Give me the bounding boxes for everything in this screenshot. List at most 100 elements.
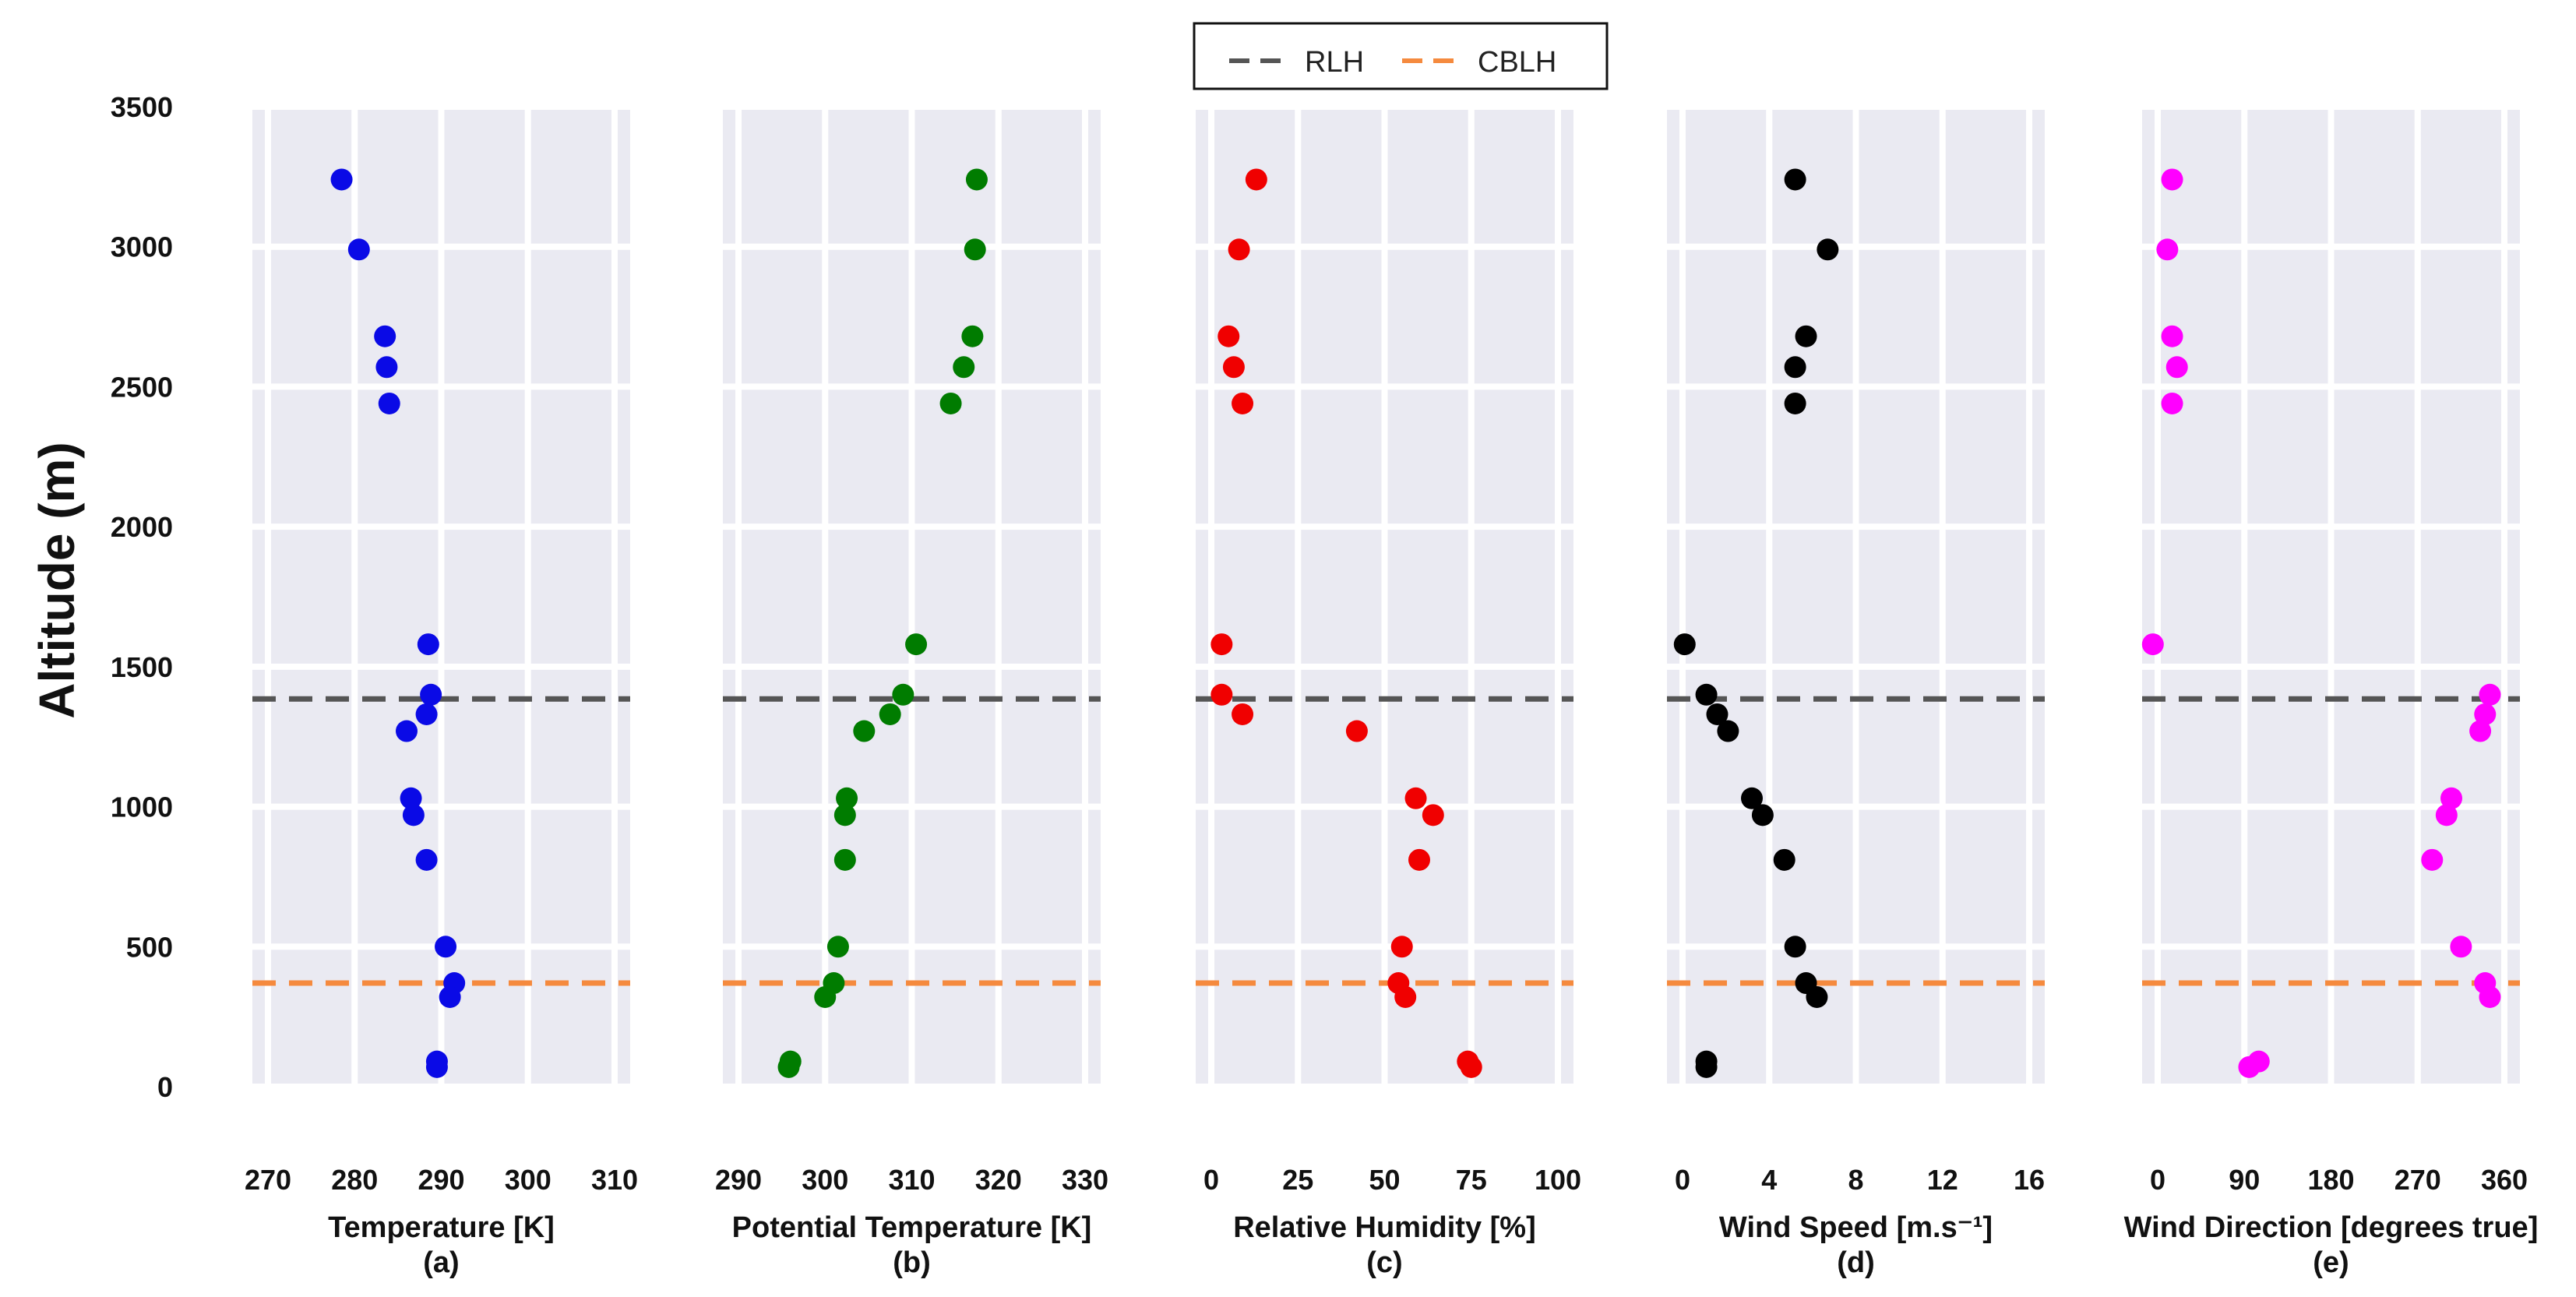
data-point — [953, 356, 975, 379]
data-point — [2161, 168, 2183, 191]
data-point — [1232, 392, 1254, 414]
y-tick-label: 0 — [157, 1071, 173, 1103]
data-point — [374, 325, 396, 347]
data-point — [826, 936, 849, 958]
data-point — [2156, 238, 2179, 261]
legend-rlh-label: RLH — [1305, 46, 1364, 79]
x-tick-label: 0 — [1203, 1164, 1219, 1196]
data-point — [330, 168, 353, 191]
x-axis-label: Wind Direction [degrees true] — [2124, 1211, 2539, 1244]
data-point — [777, 1056, 800, 1078]
x-tick-label: 300 — [505, 1164, 551, 1196]
data-point — [1408, 848, 1430, 871]
y-tick-label: 3500 — [111, 91, 173, 123]
data-point — [2421, 848, 2444, 871]
data-point — [2474, 703, 2497, 725]
data-point — [965, 168, 988, 191]
data-point — [1228, 238, 1250, 261]
data-point — [1345, 720, 1368, 742]
data-point — [415, 703, 438, 725]
x-tick-label: 25 — [1282, 1164, 1313, 1196]
x-tick-label: 180 — [2307, 1164, 2354, 1196]
x-tick-label: 270 — [245, 1164, 291, 1196]
data-point — [1706, 703, 1728, 725]
x-tick-label: 0 — [1675, 1164, 1690, 1196]
data-point — [1773, 848, 1795, 871]
data-point — [2479, 985, 2501, 1008]
panel-e: 0 90 180 270 360 Wind Direction [degrees true… — [2124, 104, 2539, 1279]
data-point — [1695, 1056, 1718, 1078]
x-tick-label: 360 — [2481, 1164, 2528, 1196]
x-tick-label: 12 — [1927, 1164, 1958, 1196]
x-tick-label: 280 — [331, 1164, 378, 1196]
data-point — [2435, 804, 2458, 826]
data-point — [415, 848, 438, 871]
data-point — [1394, 985, 1417, 1008]
data-point — [1795, 325, 1817, 347]
panel-sublabel: (a) — [423, 1246, 459, 1279]
data-point — [833, 848, 856, 871]
y-tick-label: 1500 — [111, 651, 173, 683]
data-point — [961, 325, 984, 347]
x-tick-label: 4 — [1761, 1164, 1777, 1196]
data-point — [1232, 703, 1254, 725]
x-tick-label: 270 — [2395, 1164, 2441, 1196]
panel-b: 290 300 310 320 330 Potential Temperature [K]… — [715, 104, 1108, 1279]
data-point — [2479, 683, 2501, 706]
x-tick-label: 310 — [591, 1164, 638, 1196]
x-axis-label: Potential Temperature [K] — [732, 1211, 1092, 1244]
data-point — [396, 720, 418, 742]
data-point — [347, 238, 370, 261]
data-point — [1404, 787, 1427, 809]
x-tick-label: 50 — [1369, 1164, 1400, 1196]
data-point — [1806, 985, 1828, 1008]
x-tick-label: 320 — [975, 1164, 1022, 1196]
data-point — [2165, 356, 2188, 379]
x-tick-label: 8 — [1848, 1164, 1863, 1196]
data-point — [417, 633, 439, 656]
data-point — [1717, 720, 1739, 742]
panel-sublabel: (d) — [1837, 1246, 1875, 1279]
y-tick-label: 2000 — [111, 511, 173, 543]
data-point — [892, 683, 914, 706]
data-point — [375, 356, 398, 379]
x-axis-label: Wind Speed [m.s⁻¹] — [1719, 1211, 1993, 1244]
data-point — [853, 720, 876, 742]
legend-cblh-label: CBLH — [1478, 46, 1556, 79]
x-tick-label: 290 — [715, 1164, 762, 1196]
data-point — [2440, 787, 2463, 809]
x-tick-label: 310 — [888, 1164, 935, 1196]
panel-sublabel: (c) — [1366, 1246, 1402, 1279]
data-point — [2161, 392, 2183, 414]
data-point — [2161, 325, 2183, 347]
data-point — [1218, 325, 1240, 347]
data-point — [425, 1056, 448, 1078]
data-point — [1460, 1056, 1482, 1078]
panels: 270 280 290 300 310 Temperature [K](a) 290 300 3… — [245, 104, 2539, 1279]
data-point — [1673, 633, 1696, 656]
data-point — [2450, 936, 2472, 958]
data-point — [1222, 356, 1245, 379]
x-tick-label: 75 — [1456, 1164, 1487, 1196]
data-point — [420, 683, 442, 706]
data-point — [1210, 633, 1233, 656]
data-point — [1784, 392, 1806, 414]
data-point — [1422, 804, 1444, 826]
panel-c: 0 25 50 75 100 Relative Humidity [%](c) — [1196, 104, 1581, 1279]
data-point — [1741, 787, 1763, 809]
x-tick-label: 100 — [1535, 1164, 1581, 1196]
data-point — [1784, 356, 1806, 379]
data-point — [439, 985, 461, 1008]
y-axis-ticks: 0 500 1000 1500 2000 2500 3000 3500 — [111, 91, 173, 1103]
data-point — [2469, 720, 2492, 742]
y-tick-label: 3000 — [111, 231, 173, 263]
data-point — [1695, 683, 1718, 706]
y-axis-label: Altitude (m) — [29, 442, 85, 719]
data-point — [879, 703, 901, 725]
y-tick-label: 1000 — [111, 791, 173, 823]
data-point — [833, 804, 856, 826]
data-point — [1784, 936, 1806, 958]
panel-sublabel: (e) — [2313, 1246, 2349, 1279]
data-point — [939, 392, 962, 414]
